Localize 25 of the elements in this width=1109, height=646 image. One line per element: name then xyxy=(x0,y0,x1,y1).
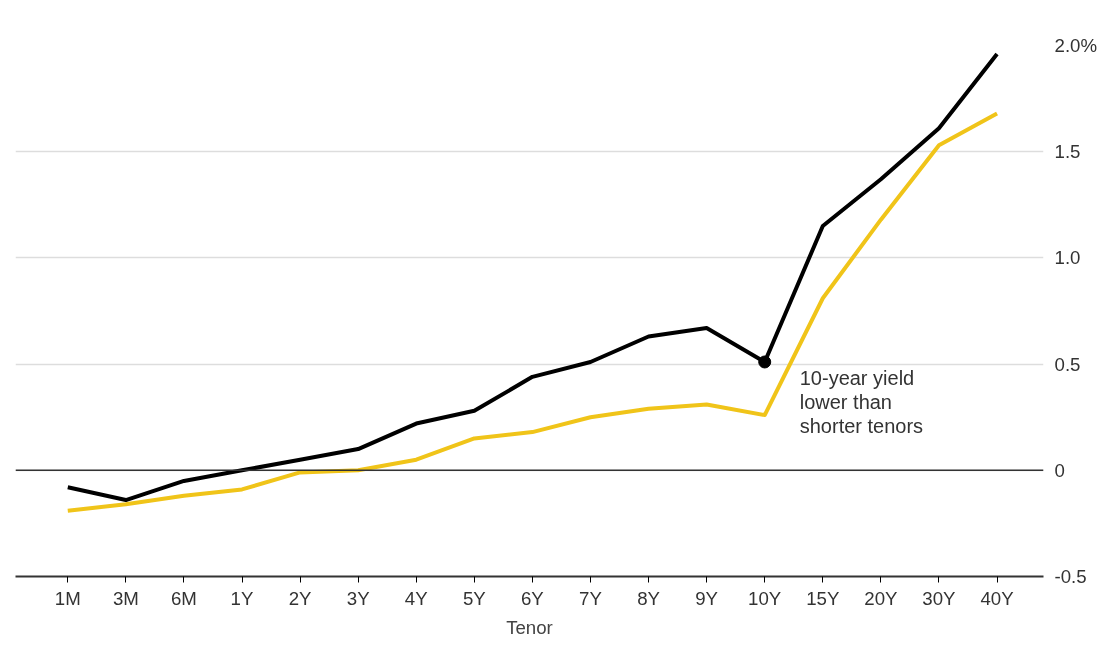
x-axis-title: Tenor xyxy=(506,616,553,638)
y-tick-label: 1.0 xyxy=(1054,247,1081,269)
y-tick-label: -0.5 xyxy=(1054,566,1087,587)
x-tick-label: 7Y xyxy=(579,587,603,609)
y-tick-label: 2.0% xyxy=(1054,35,1098,56)
x-tick-label: 1M xyxy=(54,587,81,609)
y-tick-label: 1.5 xyxy=(1054,141,1081,163)
x-tick-label: 6Y xyxy=(520,587,545,609)
x-tick-label: 30Y xyxy=(922,587,957,609)
x-tick-label: 1Y xyxy=(230,587,254,609)
x-tick-label: 10Y xyxy=(748,587,782,609)
x-tick-label: 20Y xyxy=(864,587,899,609)
x-tick-label: 15Y xyxy=(806,587,840,609)
y-tick-label: 0.5 xyxy=(1054,353,1081,375)
y-tick-label: 0 xyxy=(1054,459,1065,481)
x-tick-label: 9Y xyxy=(695,587,719,609)
annotation: 10-year yield lower than shorter tenors xyxy=(799,366,924,438)
x-tick-label: 40Y xyxy=(980,587,1015,609)
x-tick-label: 6M xyxy=(170,587,197,609)
x-tick-label: 3Y xyxy=(346,587,371,609)
x-tick-label: 3M xyxy=(112,587,139,609)
x-tick-label: 2Y xyxy=(288,587,313,609)
x-tick-label: 5Y xyxy=(462,587,487,609)
x-tick-label: 8Y xyxy=(637,587,661,609)
x-tick-label: 4Y xyxy=(404,587,429,609)
